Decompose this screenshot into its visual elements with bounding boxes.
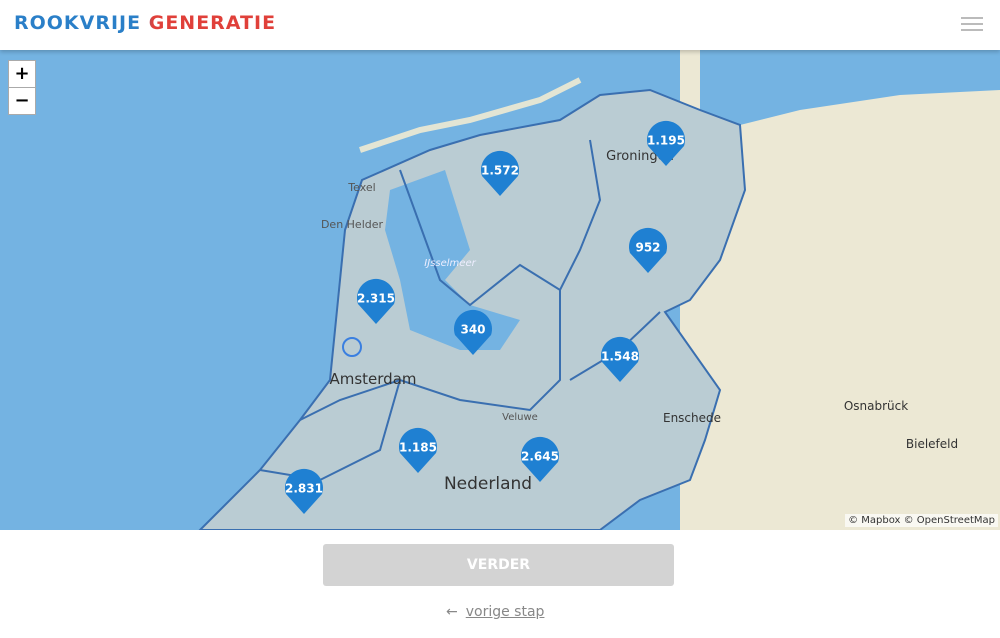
place-label: Nederland	[444, 474, 532, 494]
place-label: Den Helder	[321, 218, 384, 231]
back-link-text[interactable]: vorige stap	[465, 604, 545, 620]
map[interactable]: Texel Den Helder Amsterdam Nederland Gro…	[0, 50, 1000, 530]
zoom-out[interactable]: −	[8, 87, 36, 115]
marker[interactable]: 1.572	[481, 150, 519, 196]
marker[interactable]: 2.315	[357, 278, 395, 324]
ijsselmeer	[385, 170, 520, 350]
marker-pin[interactable]	[521, 436, 559, 482]
marker-pin[interactable]	[285, 468, 323, 514]
header: ROOKVRIJE GENERATIE	[0, 0, 1000, 50]
logo[interactable]: ROOKVRIJE GENERATIE	[14, 12, 277, 34]
marker-label[interactable]: 1.548	[601, 350, 639, 364]
marker[interactable]: 1.195	[647, 120, 685, 166]
province-border	[399, 139, 602, 307]
marker[interactable]: 952	[629, 227, 668, 273]
marker-pin[interactable]	[647, 120, 685, 166]
marker-label[interactable]: 2.831	[285, 482, 323, 496]
place-label: Texel	[347, 181, 375, 194]
sea-north	[700, 50, 1000, 125]
place-label: Bielefeld	[906, 437, 958, 451]
marker[interactable]: 1.548	[601, 336, 639, 382]
marker-pin[interactable]	[454, 309, 492, 355]
marker[interactable]: 2.831	[285, 468, 323, 514]
marker-label[interactable]: 1.195	[647, 134, 685, 148]
menu-icon[interactable]	[961, 17, 983, 35]
marker-pin[interactable]	[357, 278, 395, 324]
next-button[interactable]: VERDER	[323, 544, 674, 586]
place-label: Enschede	[663, 411, 721, 425]
place-label: IJsselmeer	[424, 258, 476, 269]
place-label: Osnabrück	[844, 399, 908, 413]
marker-label[interactable]: 2.315	[357, 292, 395, 306]
marker-label[interactable]: 340	[460, 323, 485, 337]
marker-label[interactable]: 1.572	[481, 164, 519, 178]
zoom-in[interactable]: +	[8, 60, 36, 88]
marker[interactable]: 340	[454, 309, 492, 355]
place-label: Amsterdam	[329, 370, 416, 388]
province-border	[299, 290, 561, 421]
back-link[interactable]: ← vorige stap	[446, 604, 545, 620]
province-border	[259, 379, 401, 482]
place-label: Veluwe	[502, 412, 538, 423]
marker-label[interactable]: 2.645	[521, 450, 559, 464]
marker[interactable]: 2.645	[521, 436, 559, 482]
marker[interactable]: 1.185	[399, 427, 437, 473]
wadden-islands	[359, 77, 582, 153]
marker-pin[interactable]	[629, 227, 668, 273]
marker-label[interactable]: 1.185	[399, 441, 437, 455]
marker-label[interactable]: 952	[635, 241, 660, 255]
marker-pin[interactable]	[601, 336, 639, 382]
location-circle	[342, 337, 362, 357]
marker-pin[interactable]	[481, 150, 519, 196]
attribution[interactable]: © Mapbox © OpenStreetMap	[845, 514, 998, 527]
marker-pin[interactable]	[399, 427, 437, 473]
